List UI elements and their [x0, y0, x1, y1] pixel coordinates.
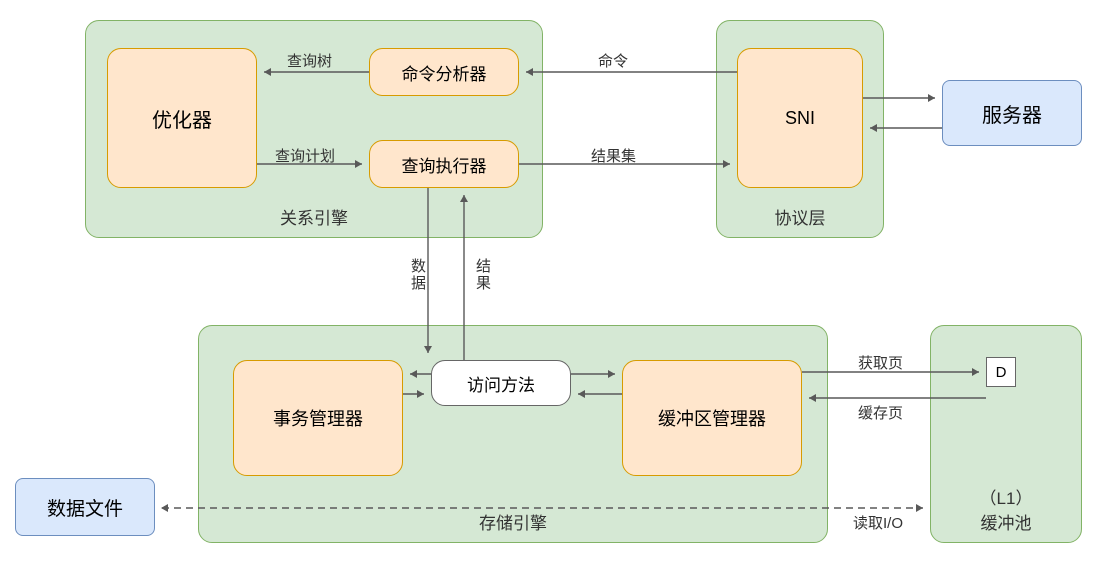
node-sni: SNI: [737, 48, 863, 188]
node-cmd_parser: 命令分析器: [369, 48, 519, 96]
node-label-cmd_parser: 命令分析器: [402, 60, 487, 85]
node-access_method: 访问方法: [431, 360, 571, 406]
node-label-query_exec: 查询执行器: [402, 152, 487, 177]
node-txn_manager: 事务管理器: [233, 360, 403, 476]
edge-label-e2: 查询计划: [275, 145, 335, 166]
node-label-data_file: 数据文件: [47, 494, 123, 521]
edge-label-e1: 查询树: [287, 50, 332, 71]
container-label-storage_engine: 存储引擎: [199, 509, 827, 534]
node-label-optimizer: 优化器: [152, 104, 212, 133]
node-label-server: 服务器: [982, 99, 1042, 128]
node-label-sni: SNI: [785, 108, 815, 129]
node-data_file: 数据文件: [15, 478, 155, 536]
edge-label-e4: 结果集: [591, 145, 636, 166]
node-buffer_mgr: 缓冲区管理器: [622, 360, 802, 476]
edge-label-e7: 数据: [407, 258, 428, 292]
node-label-buffer_mgr: 缓冲区管理器: [658, 405, 766, 431]
edge-label-e13: 获取页: [858, 352, 903, 373]
node-d_box: D: [986, 357, 1016, 387]
node-label-access_method: 访问方法: [467, 371, 535, 396]
container-label-buffer_pool: （L1） 缓冲池: [931, 484, 1081, 534]
node-label-txn_manager: 事务管理器: [273, 405, 363, 431]
node-optimizer: 优化器: [107, 48, 257, 188]
node-label-d_box: D: [996, 364, 1007, 381]
edge-label-e3: 命令: [598, 50, 628, 71]
edge-label-e14: 缓存页: [858, 402, 903, 423]
container-label-protocol_layer: 协议层: [717, 204, 883, 229]
node-query_exec: 查询执行器: [369, 140, 519, 188]
edge-label-e15: 读取I/O: [853, 512, 903, 533]
node-server: 服务器: [942, 80, 1082, 146]
container-label-relation_engine: 关系引擎: [86, 204, 542, 229]
edge-label-e8: 结果: [472, 258, 493, 292]
